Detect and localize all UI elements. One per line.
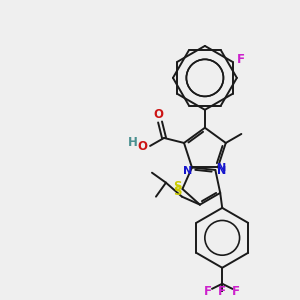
- Text: F: F: [232, 285, 240, 298]
- Text: S: S: [173, 185, 181, 198]
- Text: N: N: [217, 163, 226, 173]
- Text: O: O: [153, 109, 163, 122]
- Text: F: F: [204, 285, 212, 298]
- Text: F: F: [237, 53, 244, 66]
- Text: N: N: [183, 167, 193, 176]
- Text: N: N: [217, 167, 226, 176]
- Text: S: S: [173, 180, 182, 194]
- Text: F: F: [218, 285, 226, 298]
- Text: O: O: [137, 140, 147, 153]
- Text: H: H: [128, 136, 138, 149]
